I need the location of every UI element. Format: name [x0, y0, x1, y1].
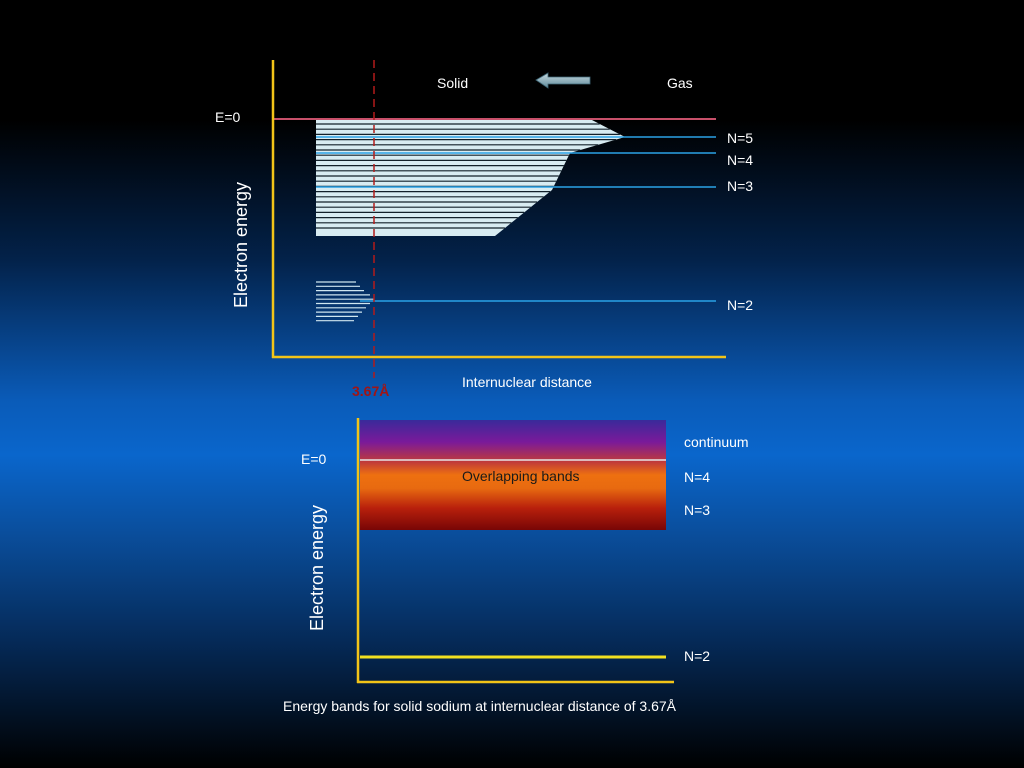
bottom-level-n2-label: N=2: [684, 648, 710, 664]
top-level-n4-label: N=4: [727, 152, 753, 168]
bottom-level-n3-label: N=3: [684, 502, 710, 518]
gas-to-solid-arrow-icon: [535, 72, 591, 89]
top-level-n2-label: N=2: [727, 297, 753, 313]
caption: Energy bands for solid sodium at internu…: [283, 698, 677, 714]
bottom-level-n4-label: N=4: [684, 469, 710, 485]
upper-band-lines: [316, 123, 620, 229]
top-y-axis-label: Electron energy: [231, 182, 251, 308]
overlapping-band-rect: [360, 420, 666, 530]
top-level-n3-label: N=3: [727, 178, 753, 194]
top-e0-label: E=0: [215, 109, 241, 125]
solid-label: Solid: [437, 75, 468, 91]
top-level-n5-label: N=5: [727, 130, 753, 146]
top-x-axis-label: Internuclear distance: [462, 374, 592, 390]
bottom-e0-label: E=0: [301, 451, 327, 467]
distance-label: 3.67Å: [352, 383, 389, 399]
bottom-y-axis-label: Electron energy: [307, 505, 327, 631]
continuum-label: continuum: [684, 434, 749, 450]
lower-band-lines: [316, 281, 374, 322]
gas-label: Gas: [667, 75, 693, 91]
overlapping-bands-label: Overlapping bands: [462, 468, 580, 484]
